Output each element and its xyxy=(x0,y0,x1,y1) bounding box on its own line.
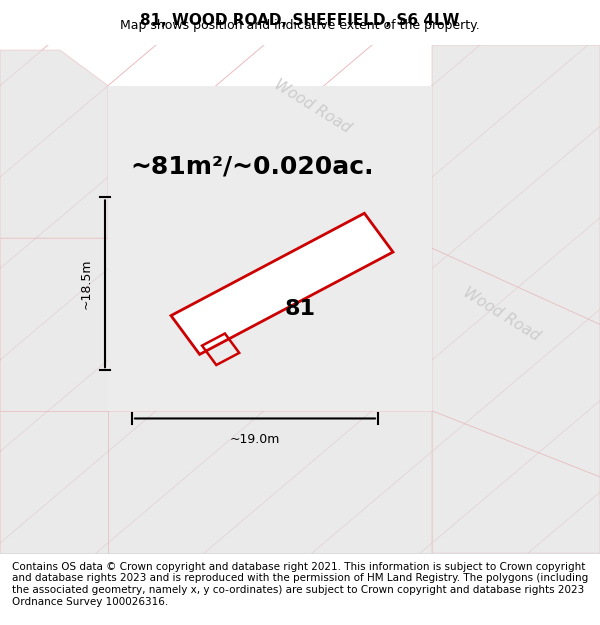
Polygon shape xyxy=(432,411,600,553)
Polygon shape xyxy=(0,238,108,411)
Polygon shape xyxy=(108,86,432,411)
Polygon shape xyxy=(171,213,393,354)
Text: Map shows position and indicative extent of the property.: Map shows position and indicative extent… xyxy=(120,19,480,32)
Text: Contains OS data © Crown copyright and database right 2021. This information is : Contains OS data © Crown copyright and d… xyxy=(12,562,588,606)
Text: ~81m²/~0.020ac.: ~81m²/~0.020ac. xyxy=(130,155,374,179)
Polygon shape xyxy=(0,50,108,238)
Polygon shape xyxy=(108,411,432,553)
Text: ~19.0m: ~19.0m xyxy=(230,433,280,446)
Text: ~18.5m: ~18.5m xyxy=(79,259,92,309)
Text: Wood Road: Wood Road xyxy=(271,76,353,136)
Polygon shape xyxy=(432,45,600,324)
Text: 81: 81 xyxy=(284,299,316,319)
Text: 81, WOOD ROAD, SHEFFIELD, S6 4LW: 81, WOOD ROAD, SHEFFIELD, S6 4LW xyxy=(140,12,460,28)
Polygon shape xyxy=(0,411,108,553)
Polygon shape xyxy=(432,248,600,477)
Text: Wood Road: Wood Road xyxy=(460,285,542,344)
